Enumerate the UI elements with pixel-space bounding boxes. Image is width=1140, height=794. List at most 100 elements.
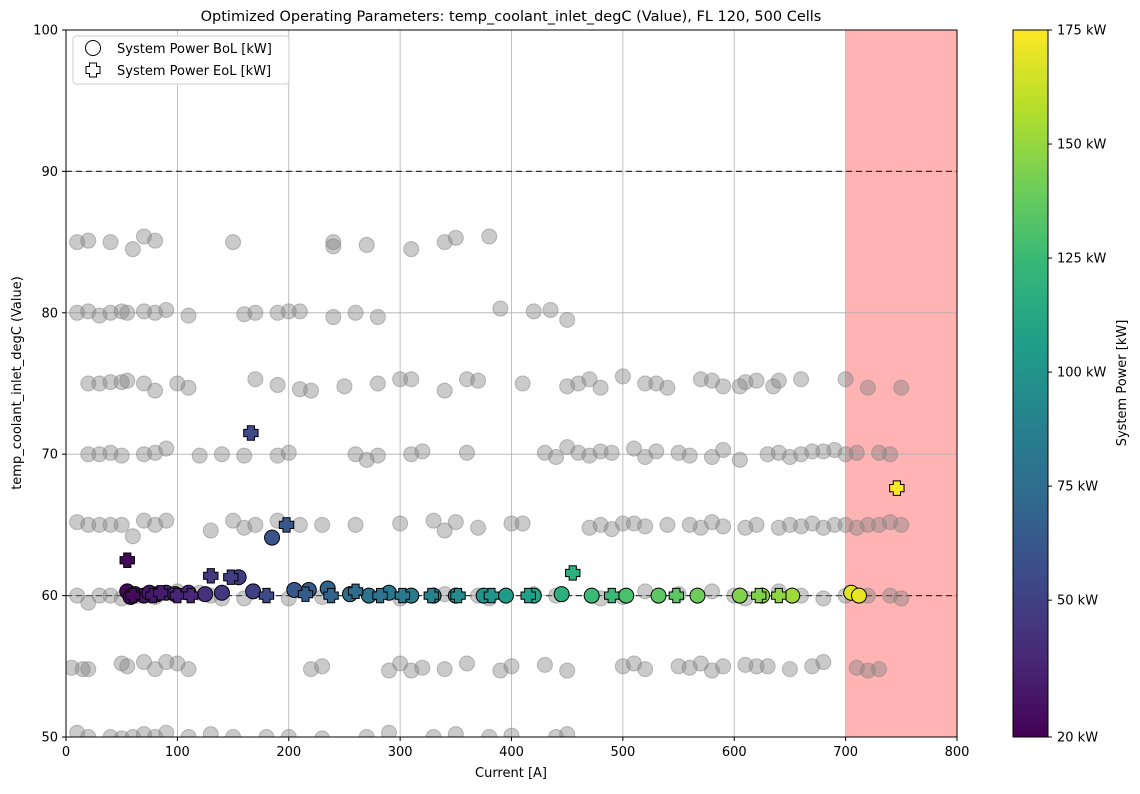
background-point	[425, 729, 442, 737]
background-point	[715, 378, 732, 395]
background-point	[80, 516, 97, 533]
background-point	[481, 729, 498, 737]
eol-point	[423, 587, 440, 604]
y-axis-label: temp_coolant_inlet_degC (Value)	[10, 276, 25, 490]
eol-point	[297, 586, 314, 602]
shaded-region	[845, 30, 957, 737]
bol-point	[618, 587, 635, 604]
background-point	[848, 444, 865, 461]
background-point	[102, 516, 119, 533]
background-point	[731, 378, 748, 395]
colorbar-tick-label: 150 kW	[1057, 138, 1106, 153]
background-point	[614, 515, 631, 532]
colorbar-label: System Power [kW]	[1115, 320, 1130, 447]
background-point	[269, 376, 286, 393]
background-point	[503, 515, 520, 532]
background-point	[826, 516, 843, 533]
eol-point	[258, 587, 275, 604]
background-point	[581, 371, 598, 388]
background-point	[113, 374, 130, 391]
background-point	[781, 661, 798, 678]
background-point	[392, 515, 409, 532]
background-point	[347, 304, 364, 321]
background-point	[859, 379, 876, 396]
x-tick-label: 400	[499, 745, 524, 760]
background-point	[180, 379, 197, 396]
background-point	[626, 440, 643, 457]
background-point	[637, 518, 654, 535]
legend-plus-icon	[85, 62, 101, 78]
eol-point	[604, 587, 620, 604]
background-point	[648, 443, 665, 460]
background-point	[91, 516, 108, 533]
legend: System Power BoL [kW] System Power EoL […	[72, 35, 290, 85]
y-tick-label: 100	[33, 24, 58, 39]
background-point	[102, 234, 119, 251]
background-point	[759, 658, 776, 675]
bol-point	[784, 587, 801, 604]
bol-point	[497, 587, 514, 604]
eol-point	[119, 552, 135, 568]
background-point	[470, 519, 487, 536]
background-point	[414, 659, 431, 676]
background-point	[303, 382, 320, 399]
background-point	[358, 236, 375, 253]
background-point	[225, 234, 242, 251]
background-point	[603, 444, 620, 461]
background-point	[113, 303, 130, 320]
eol-point	[372, 587, 388, 604]
background-point	[514, 375, 531, 392]
background-point	[681, 447, 698, 464]
background-point	[202, 726, 219, 737]
x-axis-label: Current [A]	[475, 766, 547, 781]
data-points	[66, 228, 910, 737]
background-point	[525, 303, 542, 320]
background-point	[715, 658, 732, 675]
background-point	[119, 304, 136, 321]
background-point	[859, 516, 876, 533]
background-point	[291, 516, 308, 533]
background-point	[637, 375, 654, 392]
background-point	[74, 661, 91, 678]
background-point	[503, 658, 520, 675]
bol-point	[264, 529, 281, 546]
y-tick-label: 90	[41, 165, 58, 180]
bol-point	[650, 587, 667, 604]
eol-point	[278, 517, 295, 533]
background-point	[893, 590, 910, 607]
background-point	[191, 447, 208, 464]
background-point	[91, 587, 108, 604]
background-point	[893, 379, 910, 396]
background-point	[80, 661, 97, 678]
background-point	[369, 447, 386, 464]
y-axis-ticks: 50 60 70 80 90 100	[33, 24, 66, 746]
bol-point	[213, 584, 230, 601]
background-point	[113, 516, 130, 533]
background-point	[380, 724, 397, 737]
background-point	[703, 583, 720, 600]
background-point	[119, 658, 136, 675]
background-point	[336, 378, 353, 395]
legend-box	[72, 35, 290, 85]
colorbar-tick-label: 50 kW	[1057, 594, 1098, 609]
background-point	[147, 232, 164, 249]
background-point	[202, 522, 219, 539]
eol-point	[183, 587, 199, 604]
x-tick-label: 200	[276, 745, 301, 760]
background-point	[358, 729, 375, 737]
background-point	[180, 307, 197, 324]
background-point	[180, 661, 197, 678]
colorbar-bar	[1012, 29, 1049, 738]
eol-point	[125, 587, 141, 604]
background-point	[447, 514, 464, 531]
background-point	[793, 371, 810, 388]
legend-circle-icon	[85, 40, 101, 56]
colorbar-tick-label: 20 kW	[1057, 731, 1098, 746]
background-point	[158, 440, 175, 457]
background-point	[369, 375, 386, 392]
background-point	[436, 522, 453, 539]
eol-point	[323, 587, 339, 604]
